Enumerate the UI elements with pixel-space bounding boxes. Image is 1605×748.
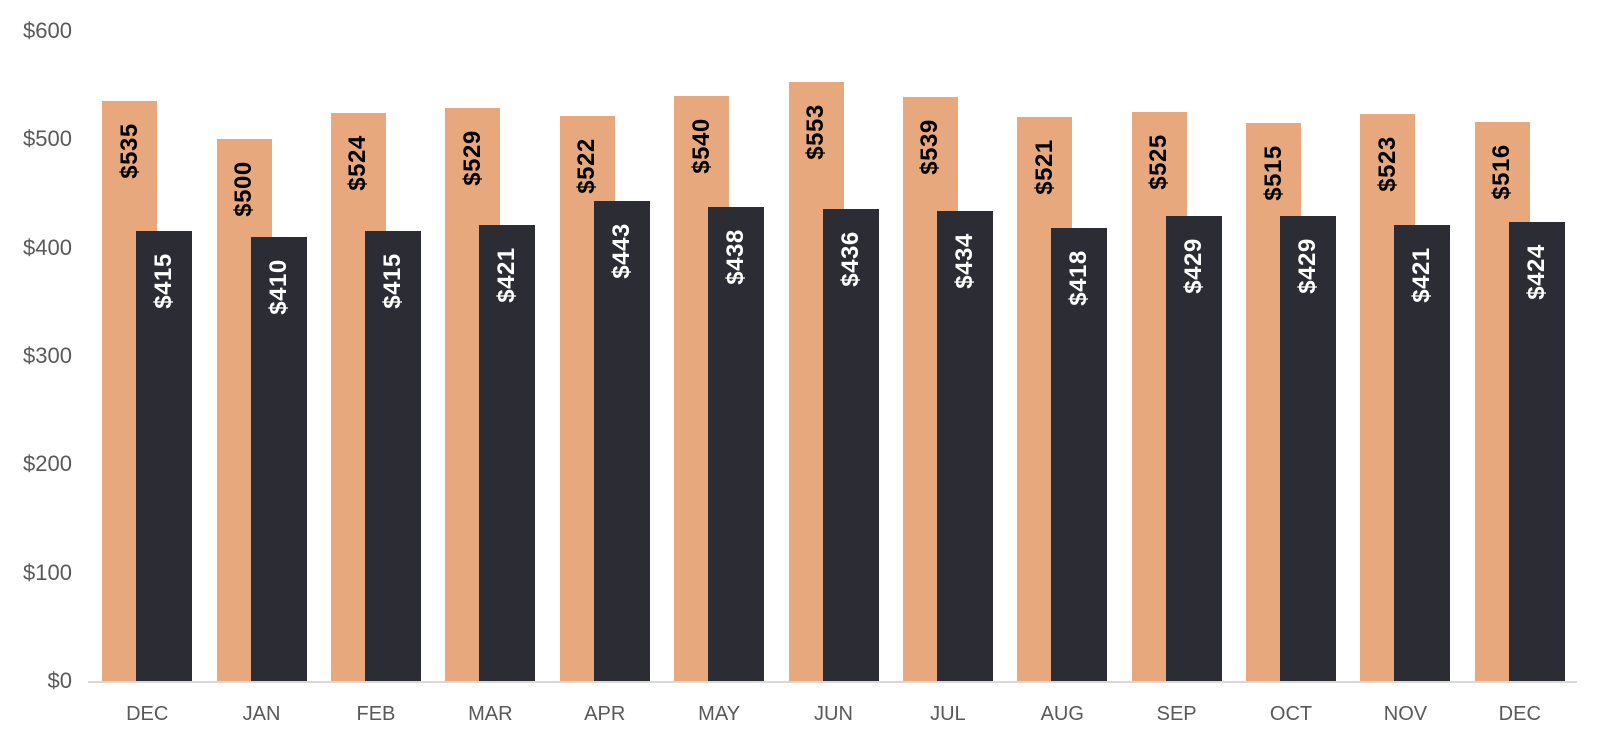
bar-value-label: $515 xyxy=(1259,145,1287,201)
bar-value-label: $429 xyxy=(1179,238,1207,294)
y-tick-label: $200 xyxy=(23,451,72,477)
bar-value-label: $521 xyxy=(1030,138,1058,195)
bar-value-label: $429 xyxy=(1294,238,1322,294)
bar-value-label: $553 xyxy=(802,104,829,160)
bar-value-label: $540 xyxy=(687,118,715,174)
x-tick-label: APR xyxy=(584,703,626,725)
bar-value-label: $421 xyxy=(493,247,521,303)
bar-value-label: $529 xyxy=(458,130,486,186)
bar-series-2-oct-10: $429 xyxy=(1280,216,1337,681)
bar-series-2-nov-11: $421 xyxy=(1394,224,1451,681)
bar-value-label: $434 xyxy=(950,233,978,289)
y-tick-label: $0 xyxy=(47,668,72,693)
x-tick-label: JUN xyxy=(814,703,853,725)
bar-series-2-may-5: $438 xyxy=(708,206,765,681)
x-tick-label: FEB xyxy=(356,703,396,725)
x-axis-line xyxy=(88,681,1577,683)
x-tick-label: DEC xyxy=(1498,703,1541,725)
x-tick-label: OCT xyxy=(1269,703,1313,725)
y-tick-label: $500 xyxy=(23,126,72,152)
bar-value-label: $410 xyxy=(264,259,292,315)
bar-value-label: $443 xyxy=(607,223,635,279)
y-tick-label: $400 xyxy=(23,234,72,260)
bar-value-label: $415 xyxy=(150,253,178,310)
bar-value-label: $522 xyxy=(573,137,601,194)
y-tick-label: $300 xyxy=(23,343,72,368)
bar-series-2-dec-0: $415 xyxy=(136,231,193,681)
x-tick-label: SEP xyxy=(1156,703,1197,725)
x-tick-label: DEC xyxy=(126,703,169,725)
bar-value-label: $418 xyxy=(1065,250,1093,306)
y-tick-label: $600 xyxy=(23,18,72,43)
bar-series-2-apr-4: $443 xyxy=(593,201,650,681)
x-tick-label: JAN xyxy=(242,703,281,725)
bar-series-2-sep-9: $429 xyxy=(1165,216,1222,681)
x-tick-label: JUL xyxy=(930,703,966,725)
bar-value-label: $415 xyxy=(378,253,406,310)
bar-series-2-jun-6: $436 xyxy=(822,208,879,681)
bar-value-label: $436 xyxy=(836,230,864,287)
bar-value-label: $524 xyxy=(344,135,372,192)
bar-series-2-aug-8: $418 xyxy=(1051,228,1108,681)
bar-value-label: $438 xyxy=(722,228,750,285)
bar-value-label: $516 xyxy=(1488,144,1516,200)
x-tick-label: AUG xyxy=(1040,703,1084,725)
x-tick-label: MAR xyxy=(468,703,513,725)
bar-series-2-mar-3: $421 xyxy=(479,224,536,681)
bar-series-2-feb-2: $415 xyxy=(364,231,421,681)
bar-value-label: $535 xyxy=(115,123,143,180)
bar-value-label: $525 xyxy=(1145,134,1173,190)
bar-series-2-dec-12: $424 xyxy=(1508,221,1565,681)
bar-series-2-jan-1: $410 xyxy=(250,236,307,681)
bar-value-label: $523 xyxy=(1373,136,1401,193)
bar-value-label: $500 xyxy=(230,161,258,218)
bar-series-2-jul-7: $434 xyxy=(936,210,993,681)
bar-value-label: $424 xyxy=(1522,243,1550,300)
x-tick-label: MAY xyxy=(698,703,741,725)
bar-value-label: $421 xyxy=(1408,247,1436,303)
bar-value-label: $539 xyxy=(916,119,944,175)
x-tick-label: NOV xyxy=(1383,703,1428,725)
y-tick-label: $100 xyxy=(23,559,72,585)
